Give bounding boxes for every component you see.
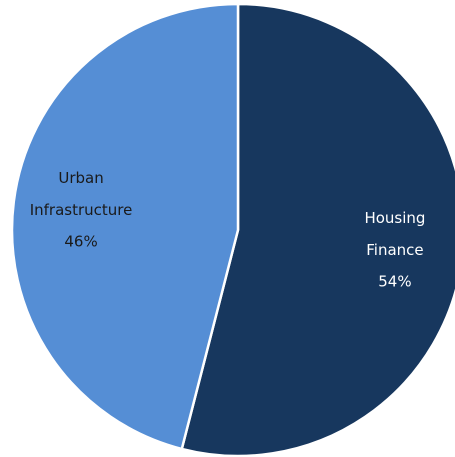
slice-category-label: Urban Infrastructure: [30, 169, 133, 219]
slice-value-label: 46%: [64, 233, 97, 251]
pie-slice: [180, 2, 455, 457]
slice-value-label: 54%: [378, 272, 411, 290]
pie-slice: [10, 2, 240, 451]
slice-category-label: Housing Finance: [364, 208, 425, 258]
